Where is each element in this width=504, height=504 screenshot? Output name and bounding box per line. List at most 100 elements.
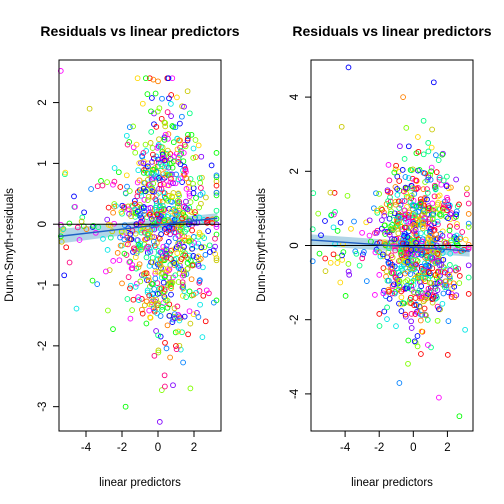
data-point — [213, 182, 220, 189]
data-point — [127, 282, 134, 289]
data-point — [418, 328, 425, 335]
data-point — [421, 305, 428, 312]
data-point — [442, 281, 448, 288]
data-point — [309, 258, 316, 265]
data-point — [330, 251, 337, 258]
data-point — [428, 144, 435, 151]
data-point — [143, 270, 150, 277]
data-point — [72, 203, 78, 210]
data-point — [465, 211, 472, 217]
data-point — [132, 254, 139, 261]
data-point — [423, 263, 430, 270]
data-point — [398, 294, 405, 301]
data-point — [213, 172, 220, 179]
data-point — [338, 123, 345, 130]
data-point — [144, 235, 150, 242]
data-point — [363, 278, 370, 284]
data-point — [128, 265, 135, 272]
data-point — [422, 274, 429, 281]
data-point — [94, 281, 101, 287]
data-point — [79, 214, 86, 221]
data-point — [457, 236, 464, 242]
data-point — [402, 174, 409, 180]
data-point — [432, 186, 439, 193]
data-point — [420, 268, 426, 275]
data-point — [428, 168, 435, 175]
data-point — [165, 267, 172, 274]
data-point — [159, 151, 166, 158]
data-point — [446, 272, 453, 278]
data-point — [385, 286, 392, 293]
data-point — [401, 198, 408, 204]
data-point — [98, 178, 104, 184]
data-point — [389, 261, 395, 268]
data-point — [150, 76, 157, 83]
data-point — [412, 224, 419, 230]
data-point — [157, 203, 163, 209]
data-point — [150, 180, 157, 187]
panel-right-y-ticks: -4 -2 0 2 4 — [289, 93, 311, 399]
x-tick-label: 2 — [444, 442, 450, 454]
panel-left-y-ticks: -3 -2 -1 0 1 2 — [37, 99, 59, 412]
data-point — [417, 308, 424, 315]
data-point — [187, 199, 194, 205]
data-point — [394, 186, 400, 192]
data-point — [153, 302, 160, 308]
data-point — [111, 178, 118, 185]
data-point — [411, 338, 418, 345]
data-point — [171, 305, 178, 312]
data-point — [139, 100, 146, 107]
data-point — [429, 254, 436, 261]
data-point — [181, 288, 188, 294]
data-point — [162, 131, 169, 138]
data-point — [111, 165, 118, 171]
data-point — [189, 262, 196, 269]
data-point — [122, 403, 129, 410]
data-point — [138, 229, 145, 236]
data-point — [159, 198, 166, 205]
data-point — [174, 135, 181, 142]
data-point — [164, 109, 171, 115]
data-point — [392, 247, 399, 254]
data-point — [395, 230, 402, 237]
data-point — [133, 141, 140, 148]
data-point — [459, 229, 466, 235]
data-point — [66, 259, 73, 266]
data-point — [345, 64, 352, 71]
data-point — [172, 329, 179, 336]
data-point — [409, 185, 415, 192]
data-point — [175, 328, 182, 335]
data-point — [441, 284, 448, 290]
data-point — [160, 279, 167, 286]
data-point — [149, 145, 156, 151]
data-point — [406, 209, 413, 216]
data-point — [366, 217, 373, 224]
data-point — [327, 189, 334, 196]
data-point — [411, 302, 418, 309]
data-point — [427, 216, 433, 223]
data-point — [337, 279, 344, 286]
data-point — [436, 394, 442, 401]
data-point — [434, 317, 441, 324]
data-point — [81, 209, 87, 216]
data-point — [411, 185, 418, 192]
data-point — [179, 329, 185, 336]
data-point — [434, 287, 441, 293]
data-point — [373, 229, 380, 236]
data-point — [168, 283, 174, 289]
data-point — [330, 224, 337, 231]
data-point — [331, 211, 337, 218]
data-point — [163, 246, 170, 253]
panel-right-title: Residuals vs linear predictors — [292, 23, 491, 39]
data-point — [420, 186, 427, 192]
data-point — [386, 177, 393, 184]
data-point — [389, 236, 395, 242]
data-point — [346, 271, 353, 278]
data-point — [176, 207, 182, 214]
y-tick-label: -4 — [289, 388, 301, 399]
data-point — [178, 256, 185, 262]
data-point — [125, 274, 132, 280]
data-point — [61, 272, 68, 279]
data-point — [71, 193, 77, 200]
data-point — [182, 228, 188, 235]
